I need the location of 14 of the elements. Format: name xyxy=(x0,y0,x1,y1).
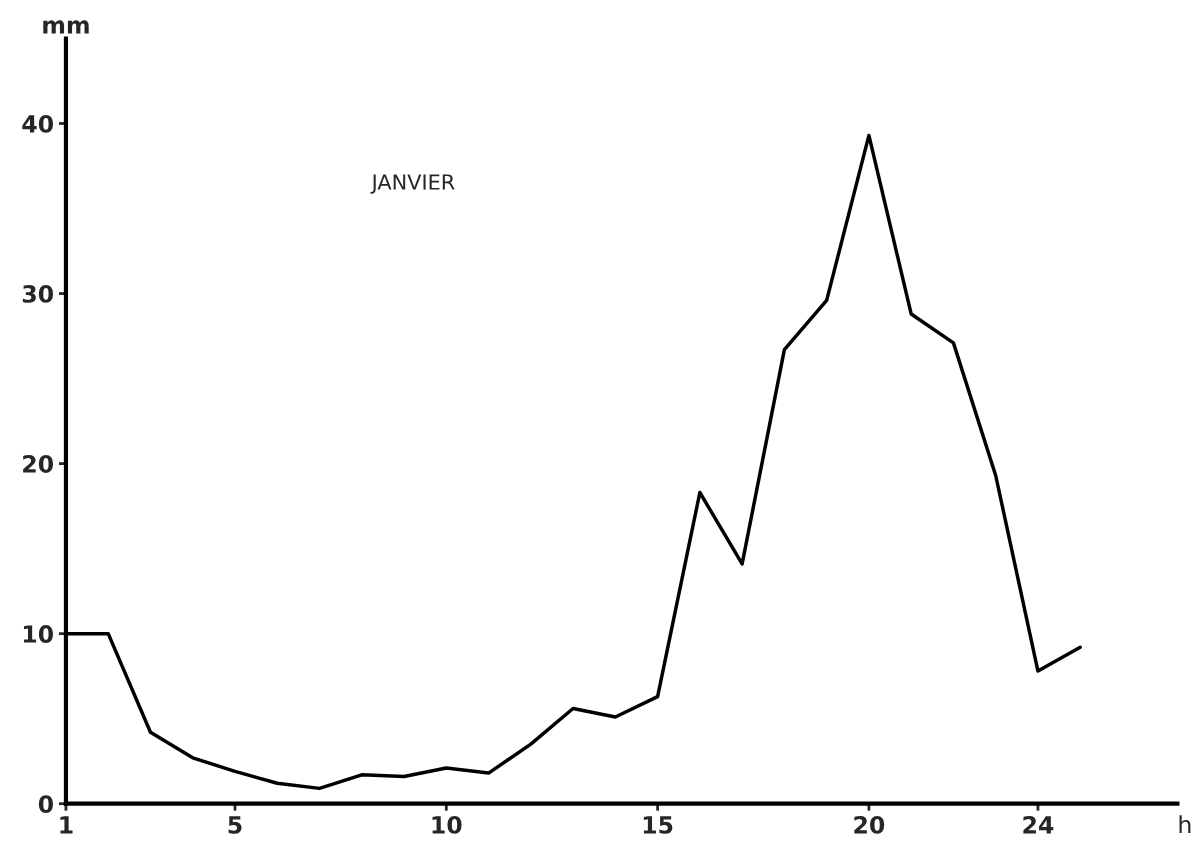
x-axis-title: h xyxy=(1179,815,1191,834)
x-tick-label: 15 xyxy=(643,816,673,834)
x-tick-label: 24 xyxy=(1023,815,1054,834)
y-axis-title: mm xyxy=(43,20,89,34)
y-tick-label: 40 xyxy=(22,114,54,133)
x-tick-label: 10 xyxy=(432,815,462,834)
x-tick-label: 20 xyxy=(854,815,885,834)
y-tick-label: 30 xyxy=(22,285,54,303)
annotation: JANVIER xyxy=(370,174,455,194)
x-tick-label: 5 xyxy=(228,816,242,834)
x-tick-label: 1 xyxy=(60,816,73,834)
y-tick-label: 20 xyxy=(23,455,54,473)
y-tick-label: 10 xyxy=(23,625,54,643)
y-tick-label: 0 xyxy=(38,795,54,814)
